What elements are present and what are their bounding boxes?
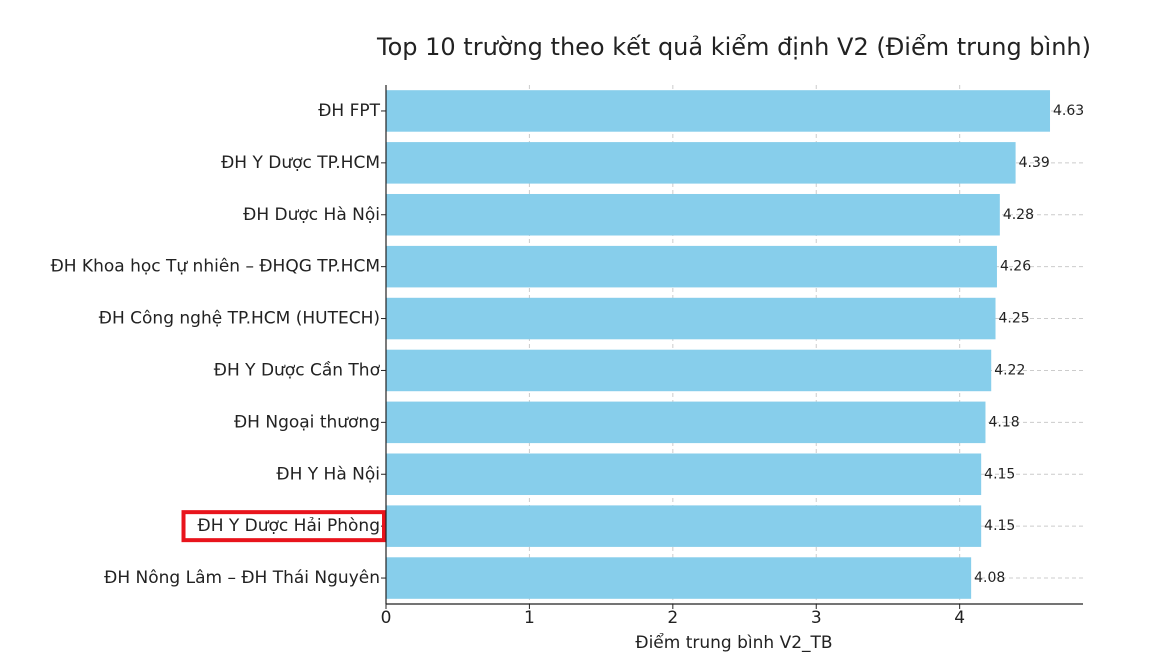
value-label: 4.26 [1000, 259, 1031, 275]
y-tick-label: ĐH FPT [318, 101, 380, 121]
value-label: 4.15 [984, 518, 1015, 534]
bar [386, 453, 982, 496]
value-label: 4.25 [999, 311, 1030, 327]
y-tick-label: ĐH Y Dược TP.HCM [221, 153, 380, 173]
y-tick-label: ĐH Y Hà Nội [276, 464, 380, 484]
bar [386, 401, 986, 444]
chart-title: Top 10 trường theo kết quả kiểm định V2 … [376, 33, 1091, 61]
y-tick-label: ĐH Nông Lâm – ĐH Thái Nguyên [104, 568, 380, 588]
bar [386, 349, 992, 392]
y-tick-label: ĐH Ngoại thương [234, 412, 380, 432]
x-tick-label: 0 [381, 608, 392, 628]
value-label: 4.15 [984, 466, 1015, 482]
highlight-box [181, 510, 386, 543]
x-tick-label: 2 [667, 608, 678, 628]
bar [386, 142, 1016, 184]
x-tick-label: 1 [524, 608, 535, 628]
bar [386, 297, 996, 340]
x-tick-label: 3 [811, 608, 822, 628]
value-label: 4.08 [974, 570, 1005, 586]
value-label: 4.39 [1019, 155, 1050, 171]
y-tick-label: ĐH Công nghệ TP.HCM (HUTECH) [99, 309, 380, 329]
bar [386, 245, 997, 288]
y-tick-label: ĐH Khoa học Tự nhiên – ĐHQG TP.HCM [51, 257, 380, 277]
value-label: 4.28 [1003, 207, 1034, 223]
value-label: 4.63 [1053, 103, 1084, 119]
y-tick-label: ĐH Dược Hà Nội [243, 205, 380, 225]
bar [386, 557, 972, 599]
value-label: 4.18 [988, 414, 1019, 430]
value-label: 4.22 [994, 362, 1025, 378]
x-axis-label: Điểm trung bình V2_TB [635, 632, 832, 653]
y-tick-label: ĐH Y Dược Hải Phòng [198, 516, 380, 536]
bar [386, 90, 1051, 132]
y-tick-label: ĐH Y Dược Cần Thơ [214, 359, 381, 380]
bar [386, 505, 982, 547]
bar [386, 193, 1000, 236]
x-tick-label: 4 [954, 608, 965, 628]
